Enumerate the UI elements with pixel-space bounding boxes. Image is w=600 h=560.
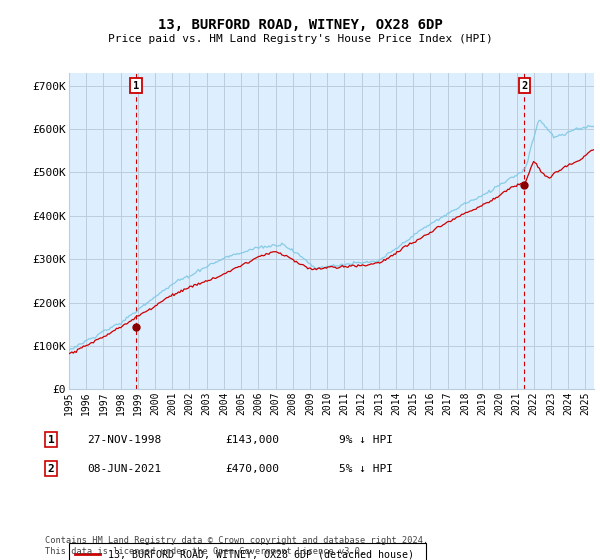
Text: 9% ↓ HPI: 9% ↓ HPI <box>339 435 393 445</box>
Text: 5% ↓ HPI: 5% ↓ HPI <box>339 464 393 474</box>
Text: £143,000: £143,000 <box>225 435 279 445</box>
Text: 2: 2 <box>521 81 527 91</box>
Text: 1: 1 <box>133 81 139 91</box>
Text: 27-NOV-1998: 27-NOV-1998 <box>87 435 161 445</box>
Text: 08-JUN-2021: 08-JUN-2021 <box>87 464 161 474</box>
Text: 1: 1 <box>47 435 55 445</box>
Text: £470,000: £470,000 <box>225 464 279 474</box>
Text: Price paid vs. HM Land Registry's House Price Index (HPI): Price paid vs. HM Land Registry's House … <box>107 34 493 44</box>
Text: 2: 2 <box>47 464 55 474</box>
Text: Contains HM Land Registry data © Crown copyright and database right 2024.
This d: Contains HM Land Registry data © Crown c… <box>45 536 428 556</box>
Text: 13, BURFORD ROAD, WITNEY, OX28 6DP: 13, BURFORD ROAD, WITNEY, OX28 6DP <box>158 18 442 32</box>
Legend: 13, BURFORD ROAD, WITNEY, OX28 6DP (detached house), HPI: Average price, detache: 13, BURFORD ROAD, WITNEY, OX28 6DP (deta… <box>69 543 426 560</box>
